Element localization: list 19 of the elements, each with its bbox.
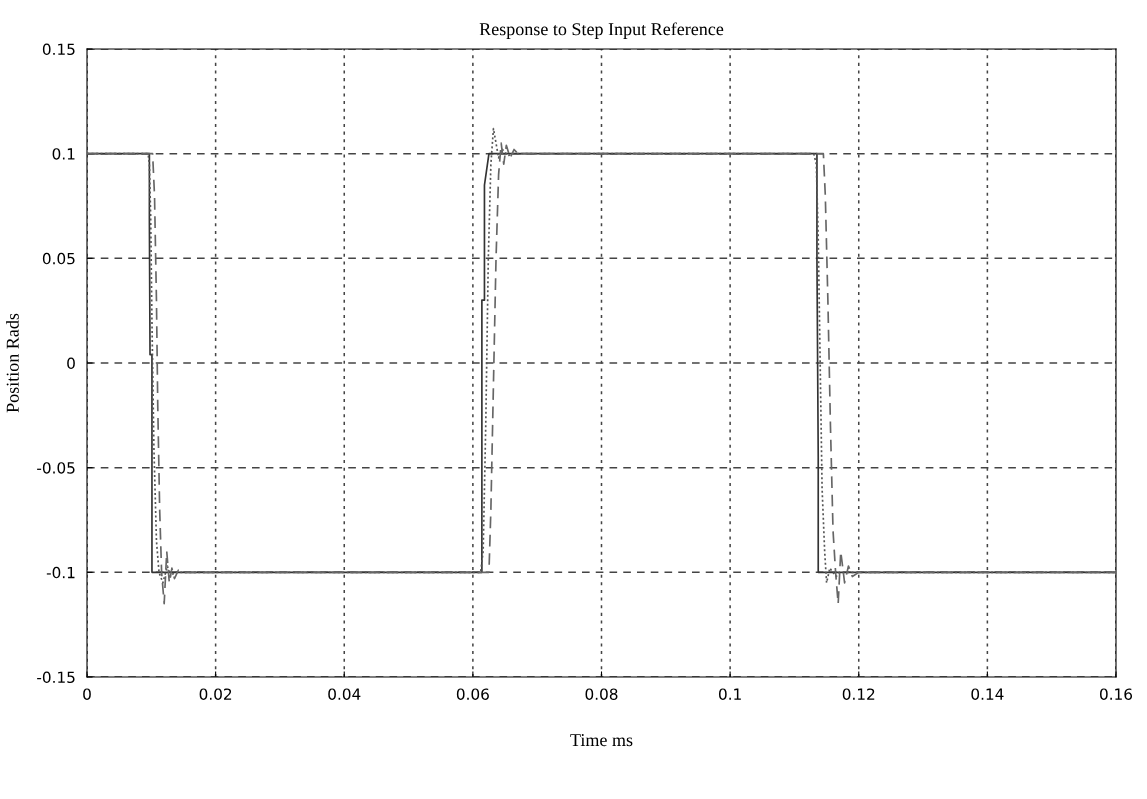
x-tick-label: 0 [83, 688, 91, 700]
x-tick-label: 0.1 [718, 688, 741, 700]
y-tick-label: -0.05 [37, 462, 75, 474]
y-tick-label: 0 [67, 357, 75, 370]
x-tick-label: 0.02 [199, 688, 232, 700]
x-tick-label: 0.04 [328, 688, 361, 700]
x-tick-label: 0.14 [971, 688, 1004, 700]
y-tick-label: 0.1 [52, 148, 75, 160]
x-tick-label: 0.12 [842, 688, 875, 700]
y-tick-label: -0.15 [37, 671, 75, 684]
x-axis-title: Time ms [570, 734, 633, 747]
y-tick-label: -0.1 [46, 566, 75, 579]
x-tick-label: 0.06 [456, 688, 489, 700]
y-axis-title: Position Rads [6, 313, 19, 413]
x-tick-label: 0.16 [1100, 688, 1133, 700]
y-tick-label: 0.05 [42, 252, 75, 265]
x-tick-label: 0.08 [585, 688, 618, 700]
y-tick-label: 0.15 [42, 43, 75, 56]
chart-title: Response to Step Input Reference [479, 22, 724, 39]
